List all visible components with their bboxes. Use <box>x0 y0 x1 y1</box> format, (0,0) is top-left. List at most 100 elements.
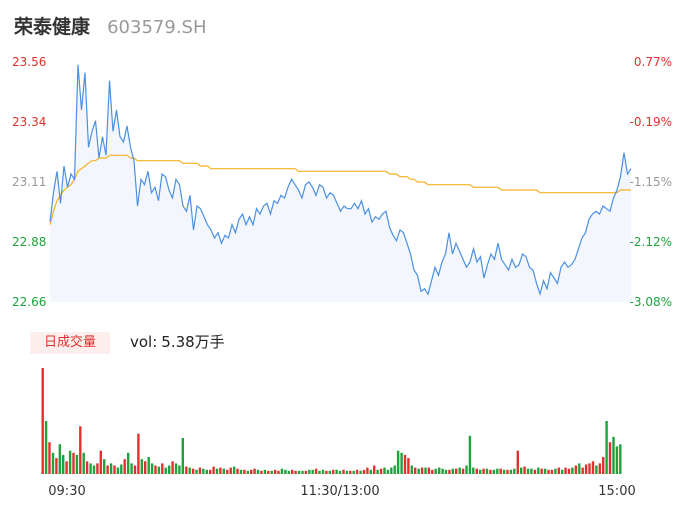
volume-bar <box>226 469 229 474</box>
volume-bar <box>212 466 215 474</box>
volume-bar <box>434 468 437 474</box>
volume-bar <box>96 463 99 474</box>
volume-bar <box>499 468 502 474</box>
volume-bar <box>448 469 451 474</box>
volume-bar <box>246 470 249 474</box>
volume-bar <box>277 470 280 474</box>
volume-bar <box>393 465 396 474</box>
volume-bar <box>65 461 68 474</box>
volume-bar <box>407 458 410 474</box>
volume-bar <box>342 469 345 474</box>
volume-bar <box>191 468 195 474</box>
volume-bar <box>161 463 164 474</box>
volume-bar <box>144 461 147 474</box>
volume-bar <box>400 452 403 474</box>
stock-name: 荣泰健康 <box>14 16 91 38</box>
volume-bar <box>482 468 485 474</box>
volume-bar <box>202 468 205 474</box>
volume-value: 5.38万手 <box>161 333 225 351</box>
volume-bar <box>273 469 277 474</box>
volume-bar <box>328 470 331 474</box>
price-line <box>49 64 632 297</box>
volume-bar <box>68 450 72 474</box>
volume-bar <box>584 464 588 474</box>
volume-bar <box>195 469 198 474</box>
volume-bar <box>209 469 212 474</box>
volume-bar <box>602 457 605 474</box>
volume-bar <box>475 468 478 474</box>
volume-summary: vol: 5.38万手 <box>130 331 229 353</box>
volume-badge[interactable]: 日成交量 <box>30 332 110 354</box>
volume-bar <box>44 421 48 474</box>
volume-bar <box>48 442 51 474</box>
volume-bar <box>123 459 126 474</box>
volume-bar <box>55 458 58 474</box>
volume-bar <box>267 470 270 474</box>
volume-bar <box>79 426 82 474</box>
volume-bar <box>567 468 571 474</box>
volume-bar <box>75 454 79 474</box>
volume-bar <box>516 450 519 474</box>
volume-bar <box>130 463 133 474</box>
volume-bar <box>509 469 513 474</box>
volume-bar <box>92 465 96 474</box>
volume-bar <box>321 469 325 474</box>
volume-bar <box>62 454 65 474</box>
volume-bar <box>458 467 461 474</box>
volume-bar <box>113 465 116 474</box>
price-tick-label: 23.34 <box>12 115 46 129</box>
volume-bar <box>270 470 273 474</box>
volume-bar <box>222 468 225 474</box>
volume-bar <box>232 466 236 474</box>
volume-bar <box>198 467 202 474</box>
volume-bar <box>431 469 434 474</box>
volume-bar <box>178 465 181 474</box>
volume-bar <box>284 469 287 474</box>
volume-bar <box>390 467 393 474</box>
volume-bar <box>373 465 376 474</box>
volume-bar <box>485 468 489 474</box>
volume-bar <box>502 469 506 474</box>
volume-bar <box>150 463 154 474</box>
volume-bar <box>157 466 161 474</box>
volume-bar <box>396 450 400 474</box>
volume-bar <box>543 468 547 474</box>
volume-bar <box>99 450 102 474</box>
percent-tick-label: -2.12% <box>630 235 672 249</box>
volume-bar <box>185 466 188 474</box>
price-tick-label: 23.56 <box>12 55 46 69</box>
volume-bar <box>236 468 239 474</box>
time-tick-label: 11:30/13:00 <box>300 484 379 499</box>
volume-bar <box>359 470 362 474</box>
volume-bar <box>181 438 184 474</box>
volume-bar <box>414 467 417 474</box>
volume-bar <box>229 467 232 474</box>
volume-bar <box>85 461 89 474</box>
volume-bar <box>345 470 349 474</box>
volume-bar <box>256 469 260 474</box>
volume-bar <box>526 468 530 474</box>
volume-bar <box>591 461 595 474</box>
volume-bar <box>608 442 612 474</box>
volume-bar <box>386 469 390 474</box>
volume-bar <box>318 470 321 474</box>
volume-bar <box>465 465 468 474</box>
volume-bar <box>239 469 243 474</box>
volume-bar <box>581 467 584 474</box>
volume-bar <box>164 467 167 474</box>
stock-header: 荣泰健康 603579.SH <box>14 12 207 40</box>
volume-bar <box>571 467 574 474</box>
volume-bar <box>376 469 379 474</box>
volume-bar <box>109 463 113 474</box>
volume-bar <box>301 470 304 474</box>
volume-bar <box>424 467 427 474</box>
volume-bar <box>311 469 314 474</box>
volume-bar <box>314 468 318 474</box>
volume-bar <box>103 459 106 474</box>
price-tick-label: 22.88 <box>12 235 46 249</box>
volume-bar <box>133 465 137 474</box>
volume-bar <box>472 467 475 474</box>
volume-bar <box>120 464 123 474</box>
percent-tick-label: -1.15% <box>630 175 672 189</box>
volume-bar <box>554 468 557 474</box>
